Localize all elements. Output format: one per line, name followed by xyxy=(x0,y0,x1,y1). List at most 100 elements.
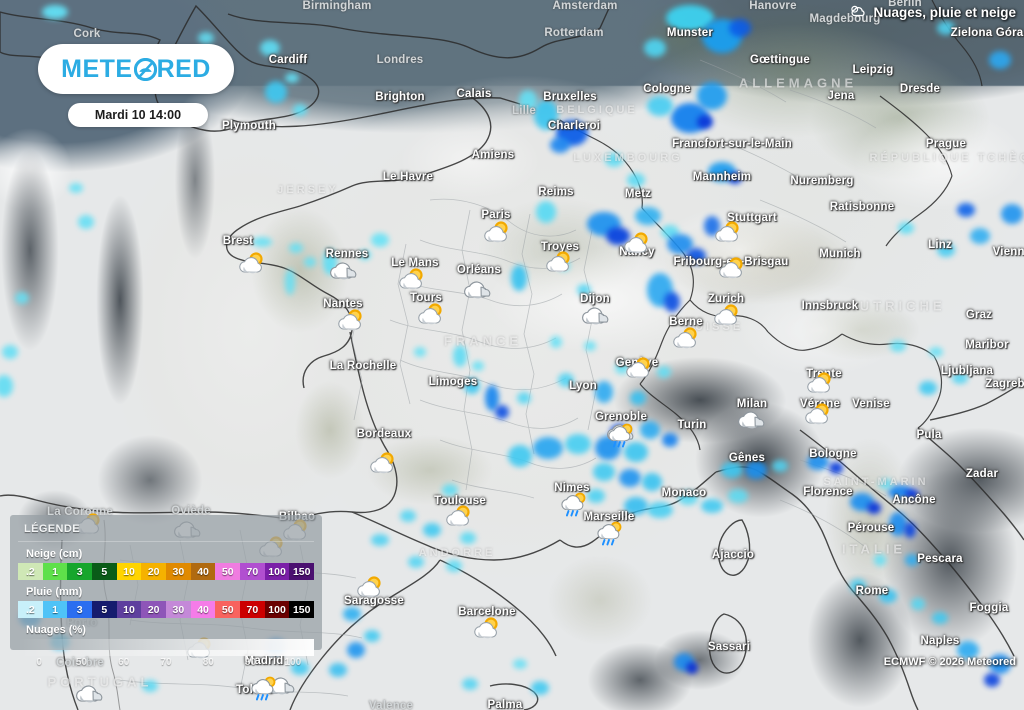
precipitation-blob xyxy=(642,473,662,491)
meteored-logo[interactable]: METE RED xyxy=(38,44,234,94)
cloudy-weather-icon[interactable] xyxy=(73,678,107,706)
rain-swatch: 10 xyxy=(116,601,142,618)
precipitation-blob xyxy=(879,589,897,603)
precipitation-blob xyxy=(446,560,462,572)
precipitation-blob xyxy=(442,484,458,496)
legend-clouds-bar xyxy=(18,639,314,656)
precipitation-blob xyxy=(745,461,767,479)
precipitation-blob xyxy=(932,612,948,624)
partly-cloudy-weather-icon[interactable] xyxy=(542,248,576,276)
partly-cloudy-weather-icon[interactable] xyxy=(414,300,448,328)
attribution-text: ECMWF © 2026 Meteored xyxy=(883,656,1016,668)
rain-swatch: 3 xyxy=(67,601,93,618)
legend-snow-label: Neige (cm) xyxy=(26,548,83,560)
precipitation-blob xyxy=(371,534,389,546)
precipitation-blob xyxy=(550,137,570,153)
precipitation-blob xyxy=(662,433,678,447)
snow-swatch: 3 xyxy=(67,563,93,580)
precipitation-blob xyxy=(989,654,1011,674)
cloudy-weather-icon[interactable] xyxy=(579,300,613,328)
precipitation-blob xyxy=(874,554,886,566)
precipitation-blob xyxy=(619,469,641,487)
partly-cloudy-weather-icon[interactable] xyxy=(669,324,703,352)
precipitation-blob xyxy=(198,32,214,44)
precipitation-blob xyxy=(624,442,648,462)
cloudy-weather-icon[interactable] xyxy=(735,404,769,432)
rain-weather-icon[interactable] xyxy=(605,421,639,449)
snow-swatch: 5 xyxy=(92,563,117,580)
precipitation-blob xyxy=(2,345,18,359)
rain-swatch: 70 xyxy=(240,601,265,618)
legend-divider xyxy=(18,541,314,542)
precipitation-blob xyxy=(291,661,309,675)
precipitation-blob xyxy=(577,284,591,296)
precipitation-blob xyxy=(400,510,416,522)
precipitation-blob xyxy=(265,81,287,103)
rain-weather-icon[interactable] xyxy=(248,674,282,702)
precipitation-blob xyxy=(937,21,955,35)
precipitation-blob xyxy=(347,642,365,658)
precipitation-blob xyxy=(697,115,713,129)
cloudy-weather-icon[interactable] xyxy=(461,274,495,302)
cloudy-weather-icon[interactable] xyxy=(327,255,361,283)
logo-text-right: RED xyxy=(156,54,211,83)
cloud-tick: 70 xyxy=(160,657,172,668)
logo-text: METE RED xyxy=(61,55,211,84)
precipitation-blob xyxy=(728,172,742,184)
precipitation-blob xyxy=(587,489,605,503)
precipitation-blob xyxy=(829,462,843,474)
rain-swatch: 150 xyxy=(289,601,314,618)
precipitation-blob xyxy=(635,207,661,225)
partly-cloudy-weather-icon[interactable] xyxy=(395,265,429,293)
precipitation-blob xyxy=(957,203,975,217)
partly-cloudy-weather-icon[interactable] xyxy=(470,614,504,642)
precipitation-blob xyxy=(647,502,673,518)
precipitation-blob xyxy=(285,269,295,295)
precipitation-blob xyxy=(519,90,537,110)
precipitation-blob xyxy=(889,512,907,536)
precipitation-blob xyxy=(686,248,706,264)
precipitation-blob xyxy=(952,372,968,384)
precipitation-blob xyxy=(252,237,272,247)
precipitation-blob xyxy=(472,361,484,371)
partly-cloudy-weather-icon[interactable] xyxy=(442,502,476,530)
precipitation-blob xyxy=(533,437,563,459)
partly-cloudy-weather-icon[interactable] xyxy=(710,301,744,329)
precipitation-blob xyxy=(460,532,476,544)
partly-cloudy-weather-icon[interactable] xyxy=(622,354,656,382)
partly-cloudy-weather-icon[interactable] xyxy=(803,369,837,397)
legend-snow-scale: .2 1 3 5 10 20 30 40 50 70 100 150 xyxy=(18,563,314,580)
cloud-tick: 80 xyxy=(202,657,214,668)
precipitation-blob xyxy=(772,460,788,472)
precipitation-blob xyxy=(867,502,881,514)
partly-cloudy-weather-icon[interactable] xyxy=(620,229,654,257)
partly-cloudy-weather-icon[interactable] xyxy=(334,306,368,334)
precipitation-blob xyxy=(984,673,1000,687)
rain-swatch: 100 xyxy=(264,601,290,618)
partly-cloudy-weather-icon[interactable] xyxy=(711,218,745,246)
precipitation-blob xyxy=(329,663,347,677)
precipitation-blob xyxy=(957,641,979,659)
rain-weather-icon[interactable] xyxy=(594,519,628,547)
precipitation-blob xyxy=(624,497,648,515)
precipitation-blob xyxy=(678,491,698,505)
snow-swatch: 40 xyxy=(190,563,216,580)
precipitation-blob xyxy=(879,479,893,489)
layer-title[interactable]: Nuages, pluie et neige xyxy=(848,4,1016,20)
snow-swatch: 50 xyxy=(215,563,241,580)
partly-cloudy-weather-icon[interactable] xyxy=(715,254,749,282)
precipitation-blob xyxy=(606,227,630,245)
date-time-chip[interactable]: Mardi 10 14:00 xyxy=(68,103,208,127)
precipitation-blob xyxy=(664,292,680,312)
partly-cloudy-weather-icon[interactable] xyxy=(353,573,387,601)
partly-cloudy-weather-icon[interactable] xyxy=(480,218,514,246)
partly-cloudy-weather-icon[interactable] xyxy=(366,449,400,477)
rain-weather-icon[interactable] xyxy=(558,490,592,518)
cloud-sun-icon xyxy=(848,4,867,20)
precipitation-blob xyxy=(343,607,361,621)
precipitation-blob xyxy=(550,336,562,348)
snow-swatch: 30 xyxy=(166,563,191,580)
partly-cloudy-weather-icon[interactable] xyxy=(235,249,269,277)
legend-rain-scale: .2 1 3 5 10 20 30 40 50 70 100 150 xyxy=(18,601,314,618)
partly-cloudy-weather-icon[interactable] xyxy=(801,400,835,428)
